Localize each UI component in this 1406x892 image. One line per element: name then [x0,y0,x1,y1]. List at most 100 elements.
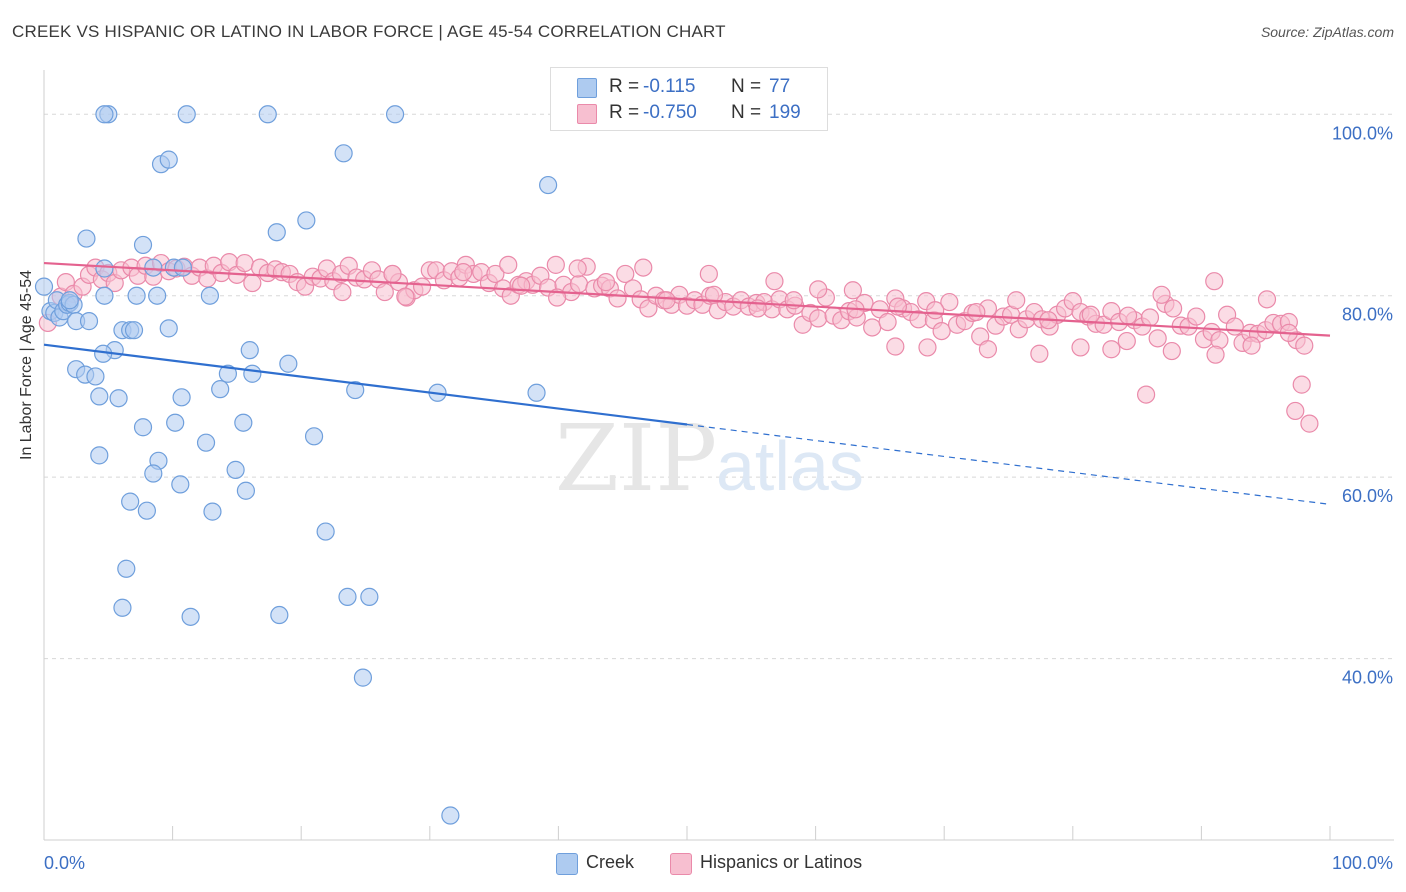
hispanic-point [396,287,415,306]
hispanic-point [412,277,432,296]
creek-point [218,364,237,383]
hispanic-point [616,264,635,284]
hispanic-point [383,264,402,284]
creek-point [90,446,109,465]
chart-title: CREEK VS HISPANIC OR LATINO IN LABOR FOR… [12,22,726,41]
hispanic-point [978,340,998,359]
hispanic-swatch [670,853,692,875]
hispanic-point [926,301,945,320]
axes [43,70,1394,841]
y-tick-label: 60.0% [1342,486,1393,506]
hispanic-point [1071,338,1090,357]
hispanic-point [967,302,986,322]
creek-point [240,341,259,360]
creek-point [137,501,156,520]
hispanic-point [568,259,587,278]
legend-label-hispanic: Hispanics or Latinos [700,852,863,872]
creek-point [297,211,316,230]
y-tick-label: 100.0% [1332,123,1393,143]
hispanic-point [634,258,653,277]
creek-point [95,286,114,305]
x-tick-label: 100.0% [1332,853,1393,873]
creek-point [527,383,546,402]
hispanic-point [1164,299,1183,318]
creek-point [338,587,357,606]
grid-lines [44,113,1394,660]
creek-point [95,105,114,124]
creek-point [144,464,163,483]
hispanic-point [940,292,959,312]
r-label: R = [609,76,640,97]
creek-point [159,319,178,338]
creek-point [117,559,136,578]
hispanic-point [569,274,589,294]
creek-series-points [34,105,558,825]
hispanic-point [1118,306,1138,325]
legend-label-creek: Creek [586,852,635,872]
n-value: 77 [769,76,791,97]
creek-point [360,587,379,606]
creek-point [90,387,109,406]
r-label: R = [609,102,640,123]
creek-trend-line [43,343,688,426]
hispanic-point [1225,317,1244,336]
creek-point [86,367,105,386]
hispanic-point [546,255,565,274]
creek-point [196,433,216,452]
hispanic-point [932,321,951,341]
n-value: 199 [769,102,801,123]
creek-swatch [556,853,578,875]
hispanic-point [918,338,937,357]
creek-point [172,388,191,407]
y-tick-labels: 40.0% 60.0% 80.0% 100.0% [1332,123,1393,687]
creek-point [270,605,289,625]
hispanic-point [1102,340,1121,359]
hispanic-point [704,285,724,304]
hispanic-point [1257,290,1277,309]
hispanic-point [1300,414,1319,433]
hispanic-point [1137,385,1156,404]
creek-point [279,354,298,373]
creek-point [258,105,277,124]
creek-point [177,105,196,124]
creek-point [539,175,558,195]
hispanic-point [809,280,828,299]
creek-point [166,413,185,432]
creek-point [211,380,230,399]
hispanic-point [699,264,718,284]
creek-point [334,144,353,163]
creek-point [79,312,99,331]
hispanic-point [596,273,616,292]
creek-point [109,389,128,408]
creek-point [95,259,114,278]
creek-swatch [577,78,597,98]
creek-point [441,806,460,825]
hispanic-point [1152,285,1171,304]
creek-point [77,229,96,248]
creek-trend-extension [686,423,1331,505]
hispanic-point [486,264,505,284]
hispanic-point [1030,344,1049,363]
creek-point [346,380,365,400]
hispanic-point [512,276,531,295]
y-tick-label: 80.0% [1342,305,1393,325]
creek-point [200,286,219,305]
hispanic-point [608,289,627,308]
source-credit: Source: ZipAtlas.com [1260,24,1394,40]
hispanic-point [1206,345,1225,364]
r-value: -0.115 [643,76,696,97]
hispanic-point [809,309,828,328]
creek-point [171,475,190,494]
creek-point [121,492,140,511]
hispanic-point [243,273,262,293]
creek-point [353,668,373,687]
x-tick-labels: 0.0% 100.0% [44,853,1393,873]
hispanic-point [1292,375,1311,394]
hispanic-trend-line [43,261,1331,337]
hispanic-point [657,291,676,310]
n-label: N = [731,76,762,97]
hispanic-point [1286,401,1305,421]
hispanic-point [333,282,352,302]
hispanic-point [878,312,897,332]
